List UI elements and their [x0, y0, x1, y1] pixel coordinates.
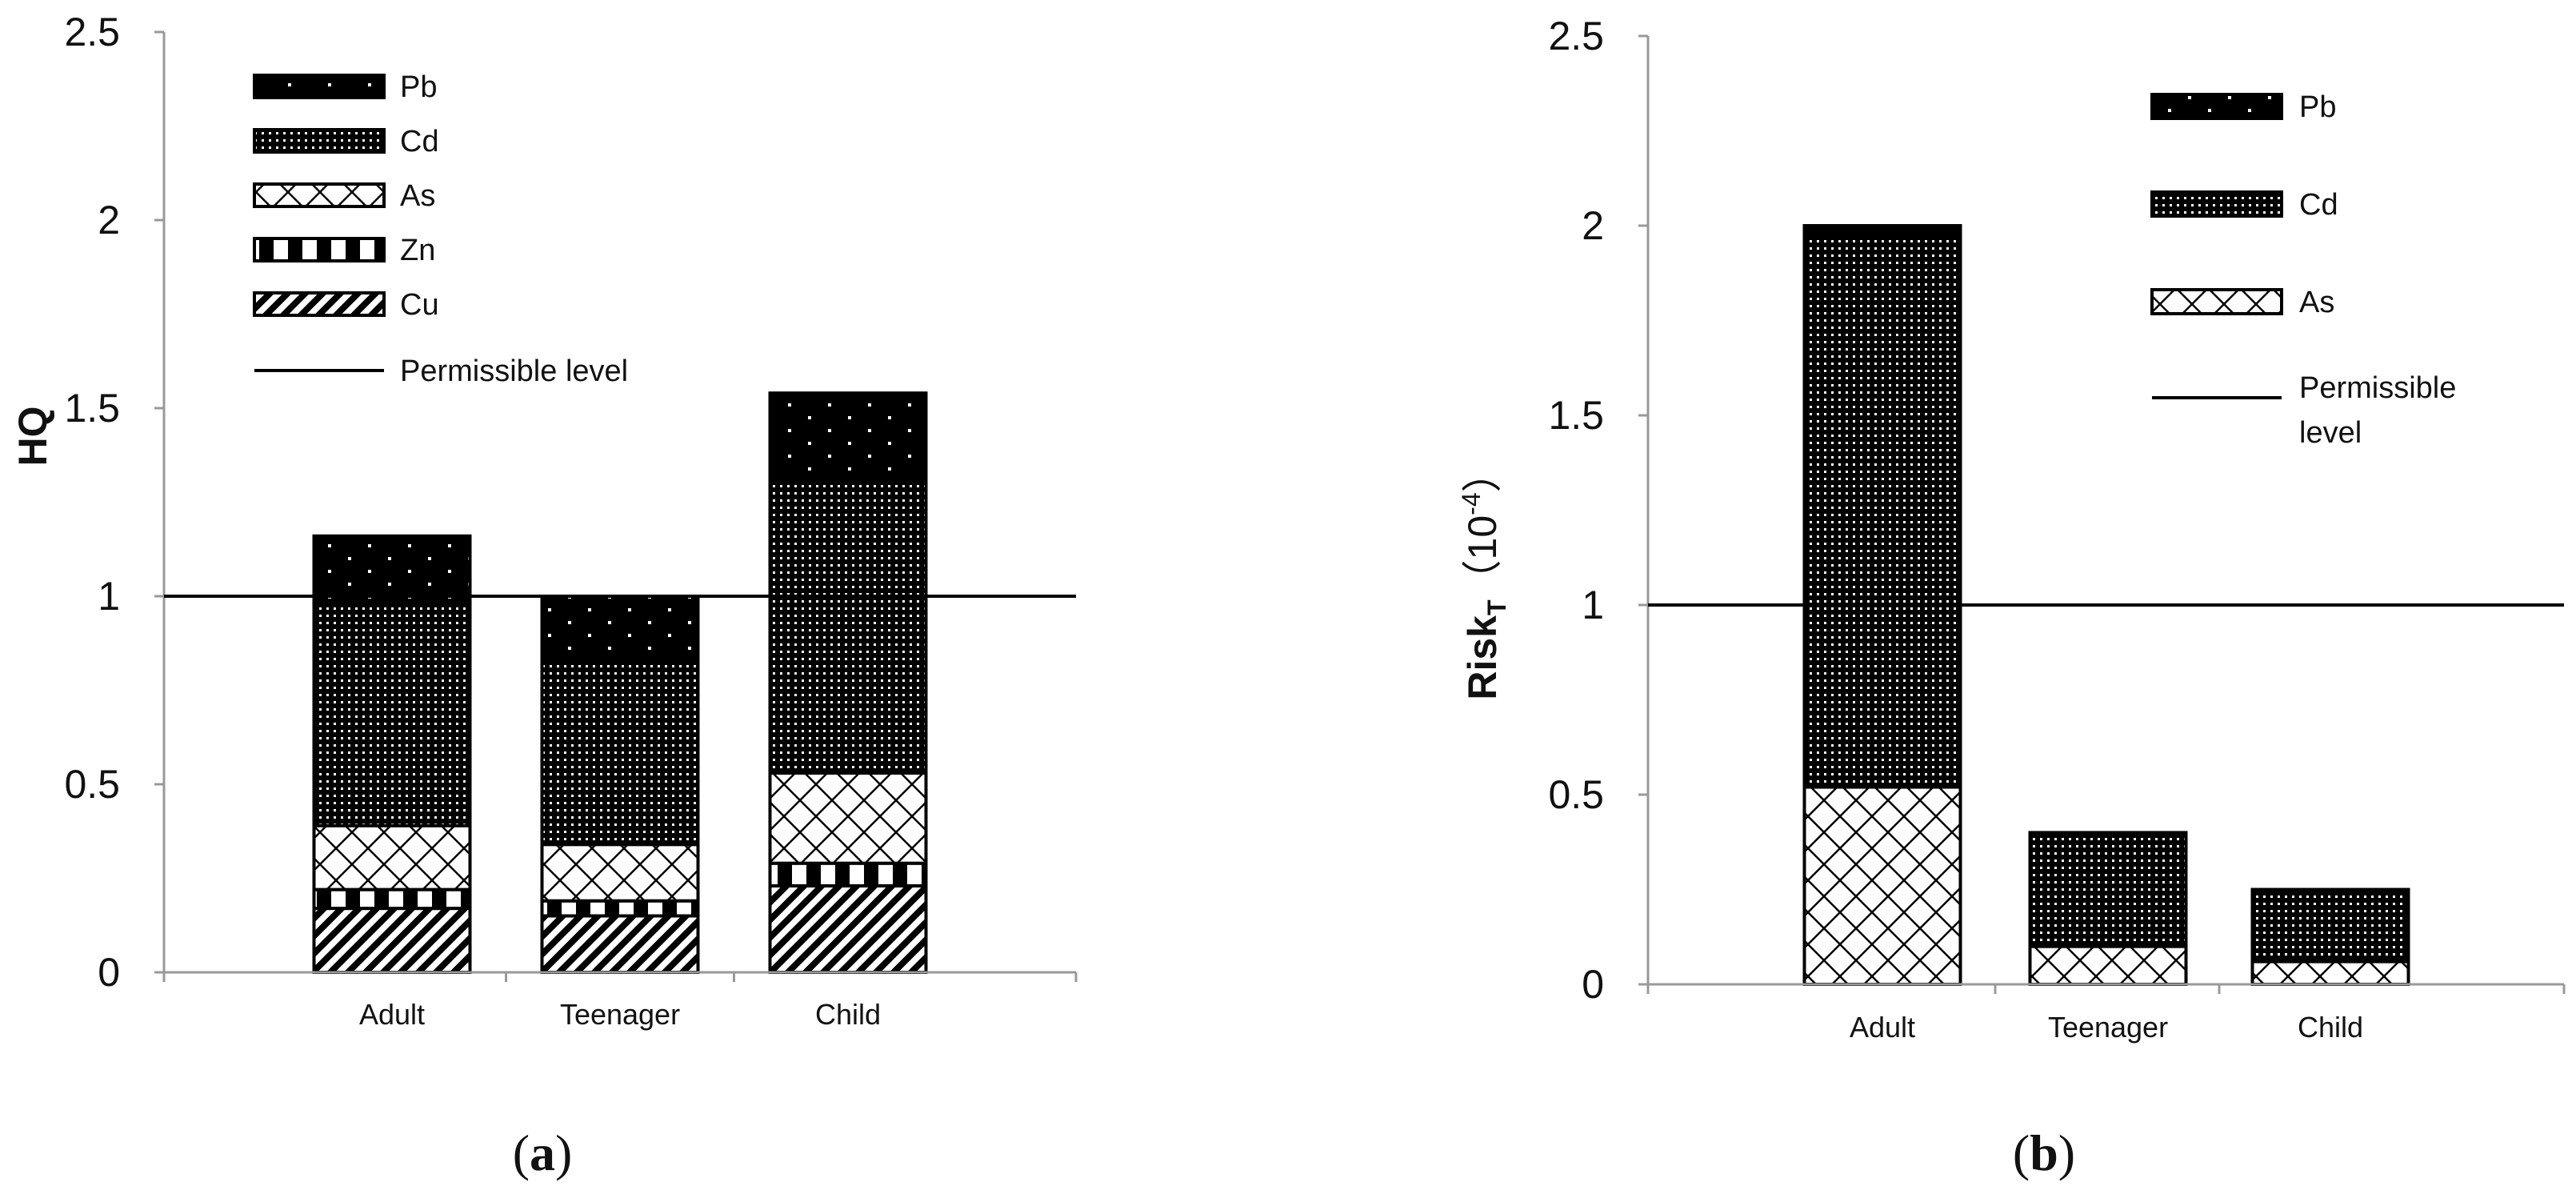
legend-label-cd: Cd	[2299, 188, 2338, 222]
category-label: Teenager	[560, 998, 680, 1031]
axes-a	[162, 32, 1078, 982]
legend-label-cu: Cu	[400, 288, 439, 322]
bar-segment-cd	[768, 478, 928, 775]
legend-swatch-as	[2150, 288, 2283, 315]
y-ticks-b: 0 0.5 1 1.5 2 2.5	[1548, 14, 1648, 1007]
legend-swatch-zn	[253, 237, 386, 262]
y-tick-label: 1	[98, 574, 120, 619]
y-tick-label: 2	[1582, 203, 1604, 248]
legend-label-permissible-level: Permissible	[2299, 371, 2456, 405]
bar-segment-cu	[312, 907, 472, 974]
panel-caption-b: (b)	[2013, 1124, 2075, 1181]
legend-label-as: As	[400, 179, 435, 213]
y-ticks-a: 0 0.5 1 1.5 2 2.5	[64, 10, 164, 995]
legend-swatch-pb	[2150, 93, 2283, 120]
category-labels-b: Adult Teenager Child	[1850, 1011, 2363, 1044]
y-tick-label: 0	[98, 950, 120, 995]
legend-label-cd: Cd	[400, 125, 439, 158]
y-axis-label-a: HQ	[10, 407, 55, 467]
legend-label-pb: Pb	[2299, 90, 2336, 124]
bars-a	[312, 391, 928, 975]
bar-segment-zn	[768, 861, 928, 887]
category-label: Teenager	[2048, 1011, 2168, 1044]
bar-segment-cu	[768, 883, 928, 975]
category-label: Child	[2298, 1011, 2363, 1044]
bar-segment-cd	[2250, 887, 2410, 964]
y-tick-label: 2.5	[1548, 14, 1604, 58]
bar-segment-pb	[312, 534, 472, 606]
legend-swatch-cu	[253, 291, 386, 317]
legend-swatch-as	[253, 182, 386, 208]
legend-swatch-pb	[253, 74, 386, 99]
bar-segment-pb	[540, 595, 700, 662]
legend-swatch-cd	[2150, 190, 2283, 218]
legend-a: Pb Cd As Zn Cu Permissible level	[253, 70, 628, 388]
y-tick-label: 1	[1582, 583, 1604, 627]
y-tick-label: 0	[1582, 962, 1604, 1007]
bars-b	[1802, 224, 2410, 987]
legend-label-permissible-level: level	[2299, 416, 2362, 450]
legend-label-as: As	[2299, 286, 2334, 319]
bar-segment-as	[540, 843, 700, 903]
axes-b	[1646, 36, 2566, 994]
bar-segment-cd	[540, 658, 700, 847]
y-tick-label: 2	[98, 198, 120, 242]
bar-segment-cd	[2028, 831, 2188, 948]
panel-caption-a: (a)	[513, 1124, 573, 1181]
bar-segment-cd	[1802, 235, 1962, 789]
bar-segment-as	[2028, 944, 2188, 986]
y-tick-label: 1.5	[64, 386, 120, 431]
legend-b: Pb Cd As Permissible level	[2150, 90, 2456, 450]
category-label: Adult	[1850, 1011, 1915, 1044]
category-label: Adult	[359, 998, 425, 1031]
legend-label-pb: Pb	[400, 70, 437, 104]
legend-label-zn: Zn	[400, 234, 435, 267]
bar-segment-cu	[540, 914, 700, 974]
bar-segment-zn	[312, 887, 472, 911]
chart-panel-b: RiskT（10-4） 0 0.5 1 1.5 2 2.5 Adult Teenager Ch…	[1457, 14, 2566, 1181]
y-tick-label: 0.5	[64, 762, 120, 807]
y-tick-label: 2.5	[64, 10, 120, 54]
chart-panel-a: HQ 0 0.5 1 1.5 2 2.5 Adult Teenager Child Pb Cd A…	[10, 10, 1078, 1181]
bar-segment-as	[2250, 960, 2410, 987]
y-tick-label: 0.5	[1548, 772, 1604, 817]
y-tick-label: 1.5	[1548, 393, 1604, 438]
legend-swatch-cd	[253, 128, 386, 154]
category-labels-a: Adult Teenager Child	[359, 998, 881, 1031]
bar-segment-pb	[768, 391, 928, 482]
bar-segment-zn	[540, 899, 700, 918]
legend-label-permissible-level: Permissible level	[400, 355, 628, 388]
bar-segment-as	[1802, 785, 1962, 987]
category-label: Child	[815, 998, 881, 1031]
bar-segment-as	[768, 771, 928, 865]
bar-segment-pb	[1802, 224, 1962, 239]
y-axis-title: RiskT（10-4）	[1457, 452, 1511, 699]
y-axis-title: HQ	[10, 407, 55, 467]
bar-segment-as	[312, 823, 472, 891]
bar-segment-cd	[312, 602, 472, 827]
